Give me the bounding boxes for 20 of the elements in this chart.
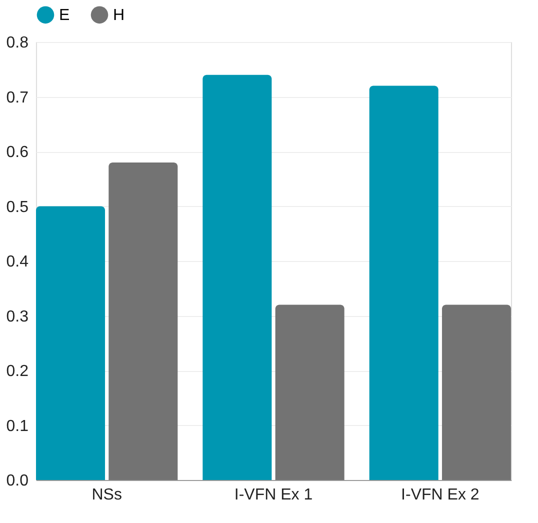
bar	[442, 304, 511, 480]
y-tick-label: 0.6	[6, 144, 29, 161]
legend-label: H	[113, 6, 125, 24]
y-tick-label: 0.1	[6, 418, 29, 435]
y-tick-label: 0.7	[6, 89, 29, 106]
y-tick-label: 0.2	[6, 363, 29, 380]
bar	[108, 162, 178, 480]
bar	[36, 206, 106, 480]
bar	[369, 86, 438, 480]
x-tick-label: I-VFN Ex 1	[234, 486, 313, 504]
y-tick-label: 0.4	[6, 254, 29, 270]
y-tick-label: 0.3	[6, 308, 29, 326]
y-tick-label: 0.5	[6, 198, 29, 216]
x-tick-label: I-VFN Ex 2	[401, 486, 480, 504]
bar	[275, 304, 344, 480]
legend-label: E	[59, 6, 70, 24]
bar	[202, 74, 272, 480]
y-tick-label: 0.0	[6, 472, 29, 490]
x-tick-label: NSs	[92, 486, 122, 504]
y-tick-label: 0.8	[6, 34, 29, 52]
